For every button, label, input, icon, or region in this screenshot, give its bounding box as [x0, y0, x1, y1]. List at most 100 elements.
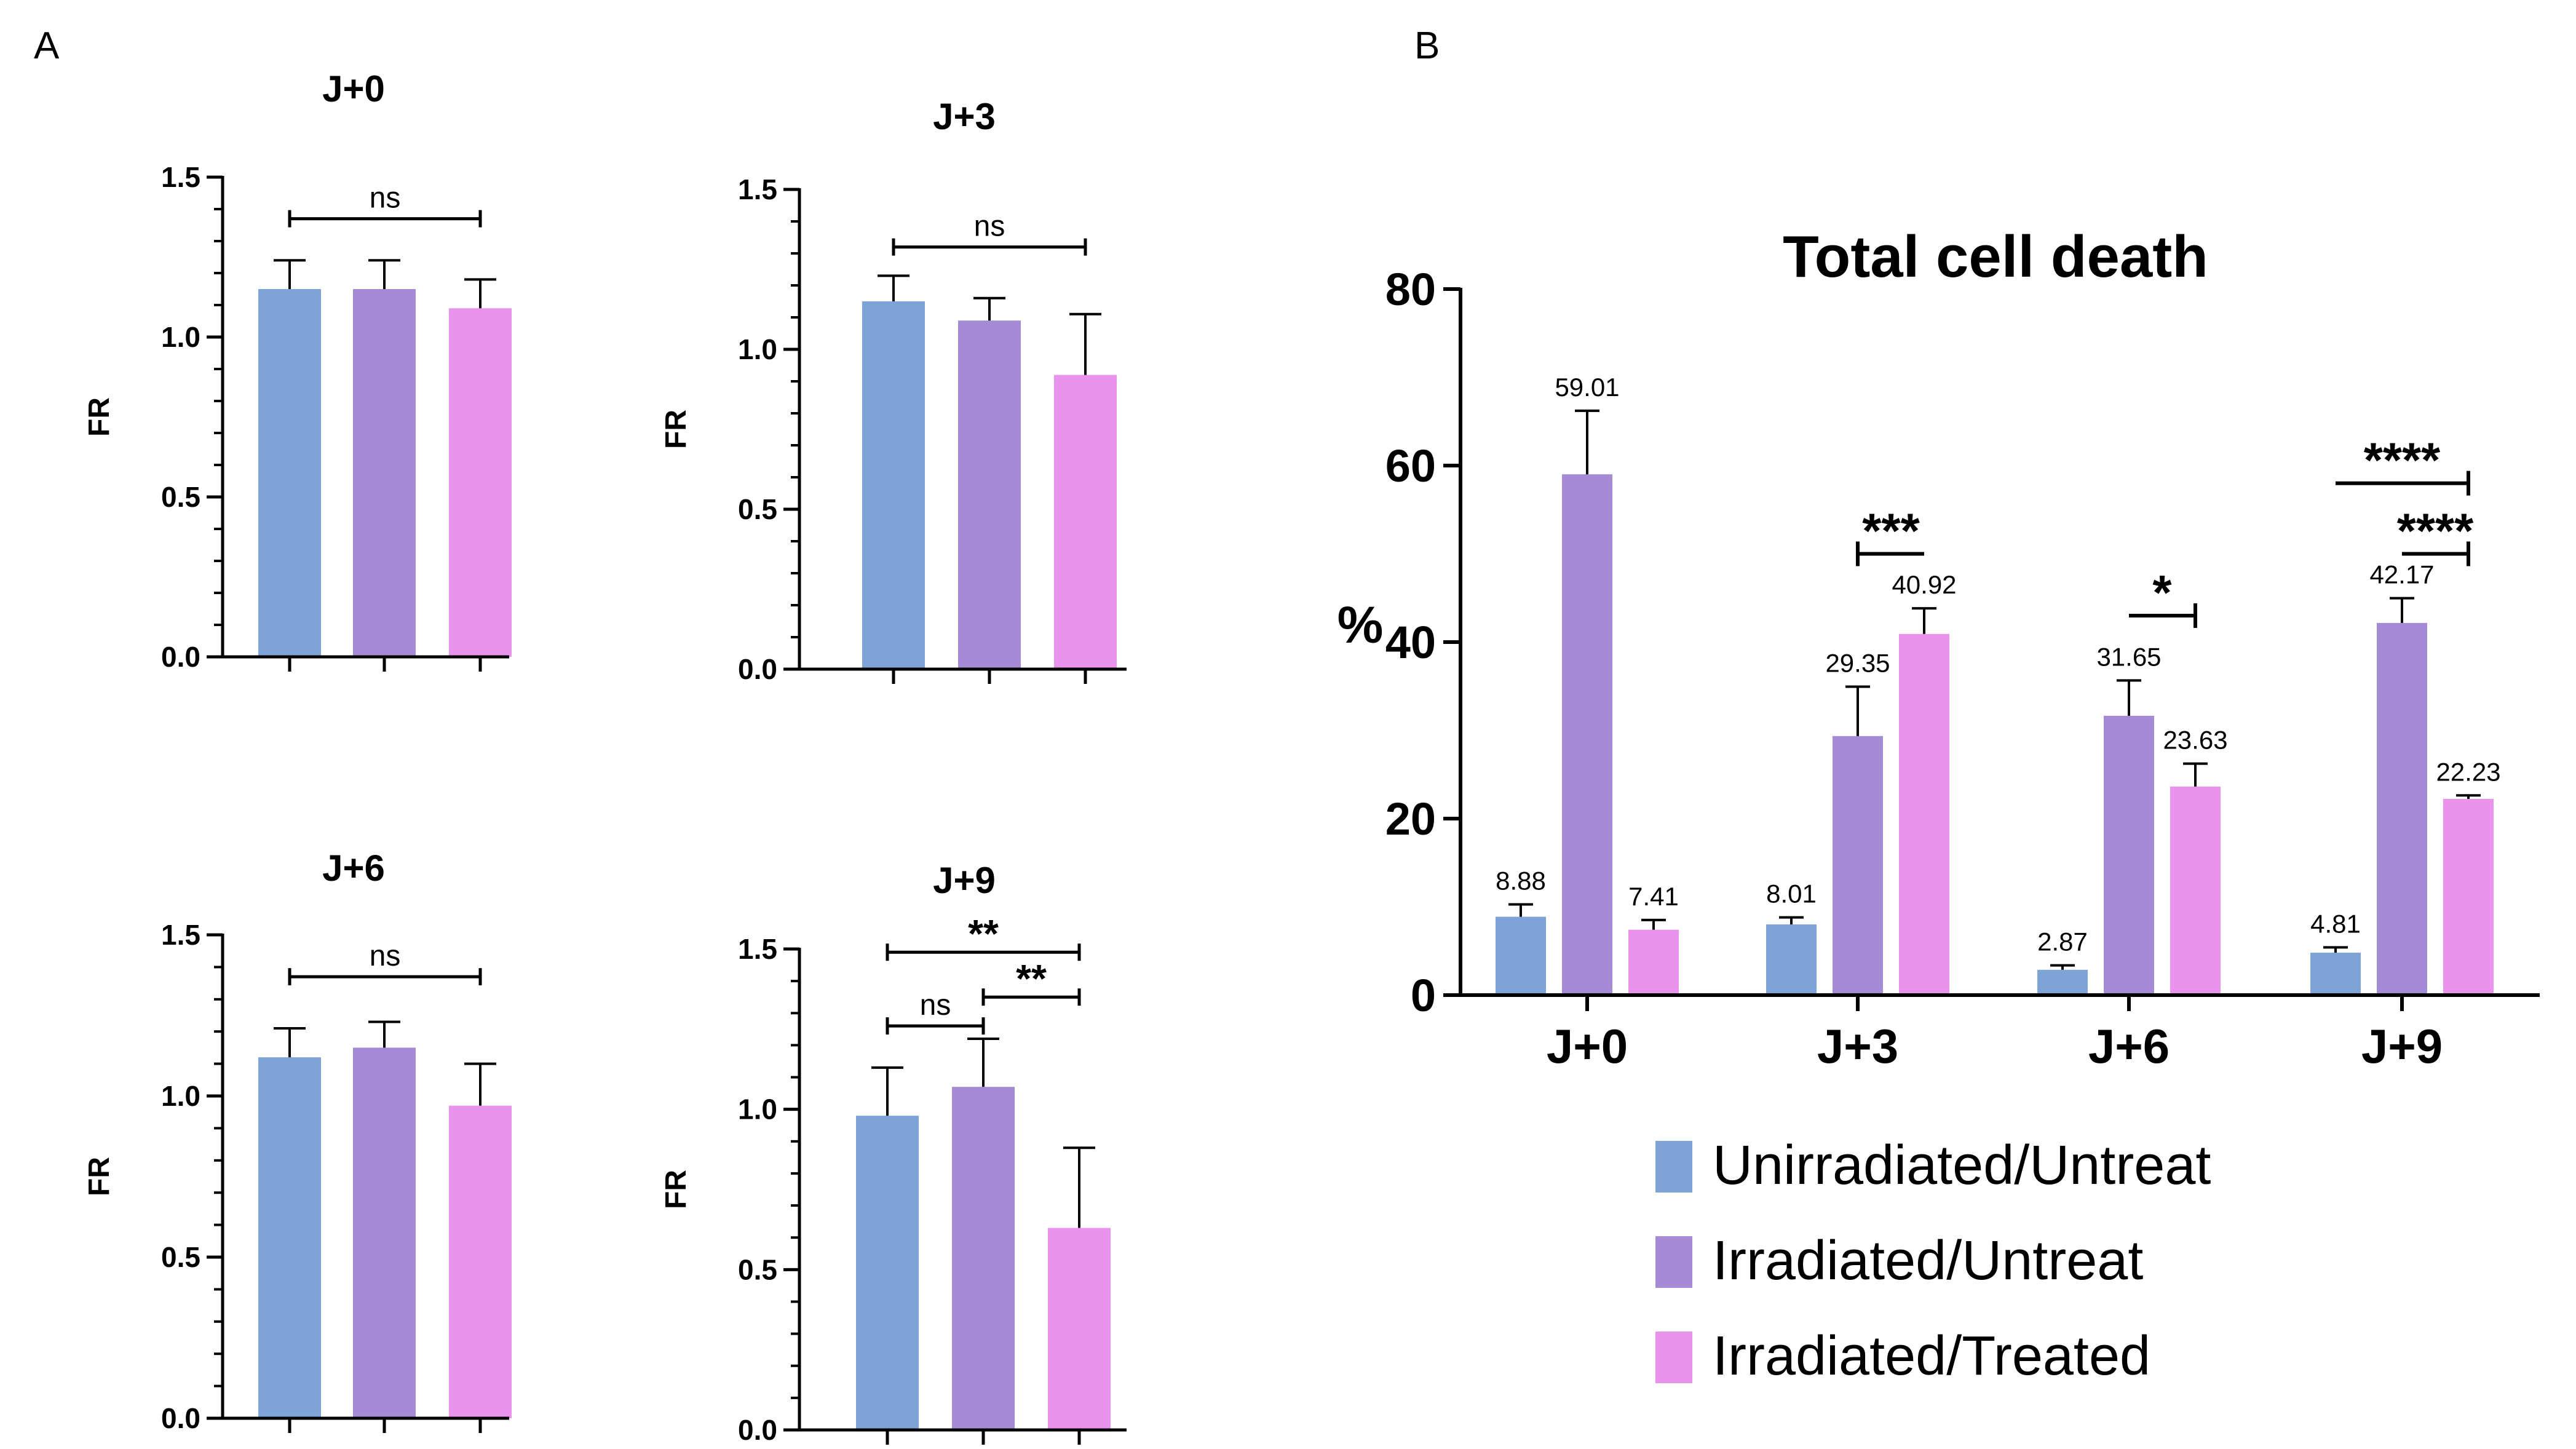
bar-1 — [862, 301, 925, 669]
y-axis-label: FR — [83, 1157, 116, 1196]
bar-J3-s1 — [1766, 924, 1817, 995]
y-tick-label: 0.5 — [161, 481, 200, 513]
bar-3 — [1048, 1228, 1111, 1430]
y-tick-label: 0 — [1411, 970, 1436, 1021]
y-axis-label: FR — [83, 397, 116, 437]
bar-J6-s2 — [2104, 715, 2154, 995]
panel-a-label: A — [34, 25, 60, 67]
chart-j9: J+9 FR 0.0 0.5 1.0 1.5 ** ** ns — [660, 860, 1127, 1446]
chart-title: J+9 — [933, 860, 996, 901]
bar-J9-s1 — [2310, 952, 2361, 995]
bar-J0-s2 — [1562, 474, 1612, 995]
significance-label: ** — [968, 911, 999, 956]
significance-label: ns — [974, 210, 1005, 243]
significance-bracket: **** — [2336, 433, 2470, 496]
significance-label: ** — [1016, 956, 1047, 1001]
x-tick-label: J+3 — [1817, 1019, 1898, 1073]
y-tick-label: 1.0 — [738, 333, 777, 365]
bar-1 — [258, 1057, 321, 1418]
data-label: 7.41 — [1628, 882, 1679, 911]
data-label: 23.63 — [2163, 726, 2227, 755]
significance-bracket: * — [2129, 565, 2197, 628]
bar-2 — [353, 289, 416, 657]
y-tick-label: 40 — [1385, 617, 1436, 668]
y-tick-label: 1.0 — [161, 321, 200, 353]
bar-J0-s3 — [1628, 929, 1679, 995]
data-label: 4.81 — [2310, 909, 2361, 938]
legend-item: Irradiated/Treated — [1655, 1325, 2150, 1387]
y-tick-label: 0.5 — [738, 493, 777, 525]
x-tick-label: J+9 — [2361, 1019, 2443, 1073]
y-tick-label: 0.0 — [161, 1402, 200, 1434]
significance-label: ns — [370, 940, 401, 972]
data-label: 31.65 — [2096, 642, 2161, 671]
significance-label: **** — [2364, 433, 2441, 488]
x-tick-label: J+0 — [1547, 1019, 1628, 1073]
significance-label: **** — [2397, 504, 2474, 558]
y-tick-label: 80 — [1385, 264, 1436, 315]
bar-3 — [449, 308, 512, 657]
y-axis-label: FR — [660, 1170, 692, 1209]
y-tick-label: 0.0 — [161, 641, 200, 673]
chart-total-cell-death: Total cell death% 8.88 8.01 2.87 4.81 59.01 29… — [1338, 224, 2540, 1073]
chart-title: J+3 — [933, 96, 996, 137]
data-label: 40.92 — [1892, 570, 1956, 599]
legend-item: Irradiated/Untreat — [1655, 1230, 2143, 1292]
chart-title: Total cell death — [1783, 224, 2208, 290]
panel-b-label: B — [1414, 25, 1440, 67]
y-tick-label: 1.5 — [161, 161, 200, 193]
y-tick-label: 1.0 — [161, 1080, 200, 1112]
significance-label: ns — [920, 989, 951, 1022]
data-label: 42.17 — [2369, 560, 2434, 589]
y-tick-label: 0.5 — [161, 1241, 200, 1273]
legend-label: Irradiated/Treated — [1713, 1325, 2150, 1387]
chart-title: J+6 — [322, 848, 385, 889]
y-tick-label: 1.5 — [738, 173, 777, 205]
chart-j0: J+0 FR 0.0 0.5 1.0 1.5 ns — [83, 68, 512, 673]
significance-bracket: ** — [981, 956, 1081, 1006]
y-tick-label: 1.5 — [161, 919, 200, 951]
x-tick-label: J+6 — [2088, 1019, 2170, 1073]
bar-2 — [353, 1047, 416, 1418]
chart-j6: J+6 FR 0.0 0.5 1.0 1.5 ns — [83, 848, 512, 1434]
y-tick-label: 1.0 — [738, 1094, 777, 1125]
y-tick-label: 0.0 — [738, 1414, 777, 1446]
bar-2 — [952, 1087, 1015, 1430]
y-tick-label: 1.5 — [738, 933, 777, 965]
chart-title: J+0 — [322, 68, 385, 109]
legend-label: Unirradiated/Untreat — [1713, 1135, 2211, 1196]
significance-bracket: ns — [892, 210, 1087, 256]
data-label: 29.35 — [1825, 648, 1890, 677]
bar-1 — [258, 289, 321, 657]
bar-2 — [958, 320, 1021, 669]
bar-J3-s3 — [1899, 633, 1949, 995]
significance-bracket: ns — [886, 989, 985, 1035]
y-tick-label: 60 — [1385, 440, 1436, 491]
charts-layer: J+0FR0.00.51.01.5nsJ+3FR0.00.51.01.5nsJ+… — [83, 68, 2540, 1446]
significance-bracket: ns — [288, 182, 482, 228]
data-label: 22.23 — [2436, 757, 2500, 786]
legend-swatch — [1655, 1332, 1692, 1383]
bar-J0-s1 — [1496, 916, 1546, 995]
y-tick-label: 20 — [1385, 793, 1436, 844]
legend-swatch — [1655, 1236, 1692, 1288]
data-label: 8.01 — [1766, 879, 1817, 908]
bar-J6-s1 — [2037, 969, 2088, 995]
bar-3 — [449, 1105, 512, 1418]
significance-bracket: **** — [2397, 504, 2474, 566]
bar-J9-s3 — [2443, 798, 2494, 995]
data-label: 8.88 — [1496, 866, 1546, 895]
y-axis-label: FR — [660, 410, 692, 449]
significance-bracket: *** — [1856, 504, 1924, 566]
legend: Unirradiated/Untreat Irradiated/Untreat Ir… — [1655, 1135, 2211, 1387]
legend-label: Irradiated/Untreat — [1713, 1230, 2143, 1292]
legend-item: Unirradiated/Untreat — [1655, 1135, 2211, 1196]
legend-swatch — [1655, 1141, 1692, 1193]
chart-j3: J+3 FR 0.0 0.5 1.0 1.5 ns — [660, 96, 1127, 685]
bar-3 — [1054, 375, 1117, 669]
data-label: 2.87 — [2037, 927, 2088, 956]
significance-bracket: ** — [886, 911, 1081, 961]
bar-J6-s3 — [2170, 786, 2221, 995]
bar-J3-s2 — [1833, 736, 1883, 995]
